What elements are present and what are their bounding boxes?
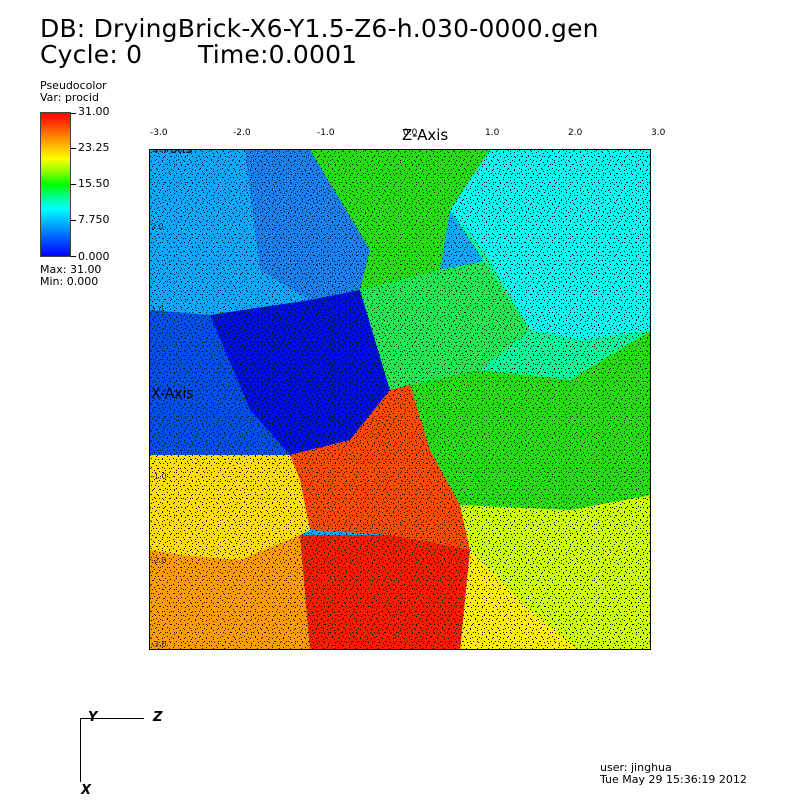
- date-label: Tue May 29 15:36:19 2012: [600, 773, 747, 786]
- z-axis-title: Z-Axis: [402, 126, 449, 144]
- top-tick: -1.0: [317, 128, 335, 138]
- left-tick: -1.0: [151, 472, 167, 481]
- legend-plot-type: Pseudocolor: [40, 79, 107, 92]
- time-label: Time:0.0001: [198, 40, 358, 69]
- top-tick: 1.0: [485, 128, 500, 138]
- top-tick: 2.0: [568, 128, 583, 138]
- colorbar-tick: [71, 220, 76, 221]
- colorbar-tick: [71, 113, 76, 114]
- left-tick: 2.0: [151, 222, 164, 231]
- colorbar-tick: [71, 256, 76, 257]
- colorbar-label-q1: 7.750: [78, 213, 110, 226]
- left-tick: 3.0: [151, 149, 164, 154]
- x-axis-title: X-Axis: [151, 386, 194, 402]
- left-tick: -3.0: [151, 640, 167, 649]
- max-value: Max: 31.00: [40, 263, 102, 276]
- triad-z-label: Z: [153, 710, 163, 725]
- top-tick: -3.0: [150, 128, 168, 138]
- min-value: Min: 0.000: [40, 275, 99, 288]
- colorbar-label-mid: 15.50: [78, 177, 110, 190]
- colorbar-tick: [71, 148, 76, 149]
- colorbar-label-min: 0.000: [78, 250, 110, 263]
- top-tick: -2.0: [233, 128, 251, 138]
- top-tick: 3.0: [651, 128, 666, 138]
- top-tick: 0.0: [403, 128, 418, 138]
- y-axis-corner-label: Y-Axis: [152, 149, 193, 157]
- pseudocolor-plot: 3.0 2.0 1.0 -1.0 -2.0 -3.0 X-Axis Y-Axis: [149, 149, 651, 650]
- user-label: user: jinghua: [600, 761, 672, 774]
- database-title: DB: DryingBrick-X6-Y1.5-Z6-h.030-0000.ge…: [40, 14, 599, 43]
- triad-y-label: Y: [88, 710, 98, 725]
- triad-z-line: [80, 718, 144, 719]
- colorbar-label-max: 31.00: [78, 105, 110, 118]
- plot-canvas: [150, 150, 650, 649]
- triad-x-line: [80, 718, 81, 782]
- triad-x-label: X: [81, 783, 92, 798]
- colorbar-label-q3: 23.25: [78, 141, 110, 154]
- cycle-label: Cycle: 0: [40, 40, 143, 69]
- legend-variable: Var: procid: [40, 91, 100, 104]
- colorbar: [40, 112, 71, 257]
- colorbar-tick: [71, 184, 76, 185]
- left-tick: 1.0: [151, 305, 164, 314]
- left-tick: -2.0: [151, 556, 167, 565]
